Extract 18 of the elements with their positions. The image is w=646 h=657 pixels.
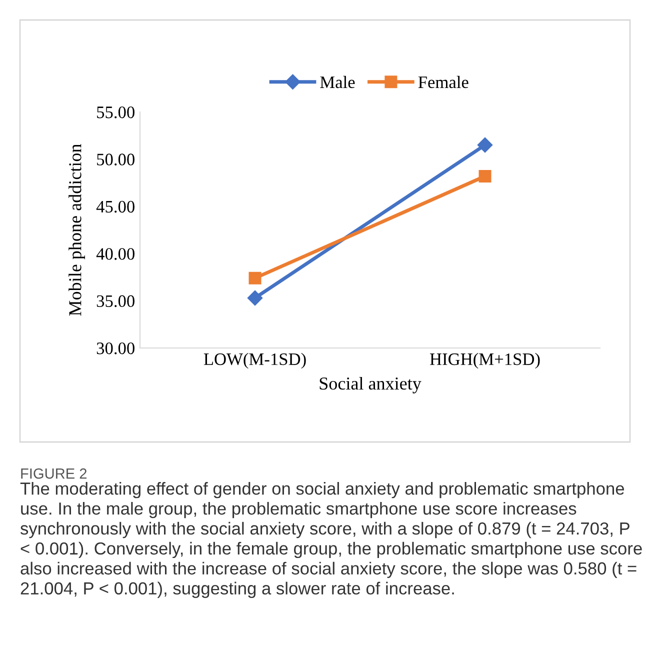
y-tick-label: 30.00 [96,342,134,354]
text: The moderating effect of gender on social anxiety and problematic smartphone use. In the male group, the problematic smartphone use score increases synchronously with the social anxiety score, with a slope of 0.879 (t = 24.703, P < 0.001). Conversely, in the female group, the problematic smartphone use score also increased with the increase of social anxiety score, the slope was 0.580 (t = 21.004, P < 0.001), suggesting a slower rate of increase. [20,482,642,598]
y-tick-label: 45.00 [96,200,134,213]
y-tick-label: 50.00 [97,154,134,166]
x-axis-title: Social anxiety [320,376,422,394]
point [248,272,262,284]
point [247,290,263,306]
point [477,137,493,153]
caption: FIGURE 2 [21,468,87,479]
y-axis-title: Mobile phone addiction [68,144,85,316]
point [478,170,492,182]
y-tick-label: 40.00 [96,248,134,260]
x-tick-label: LOW(M-1SD) [204,352,306,369]
y-tick-label: 35.00 [96,295,134,308]
legend-label: Male [320,76,355,88]
y-tick-label: 55.00 [97,106,134,118]
legend-label: Female [418,76,468,88]
x-tick-label: HIGH(M+1SD) [430,352,540,369]
